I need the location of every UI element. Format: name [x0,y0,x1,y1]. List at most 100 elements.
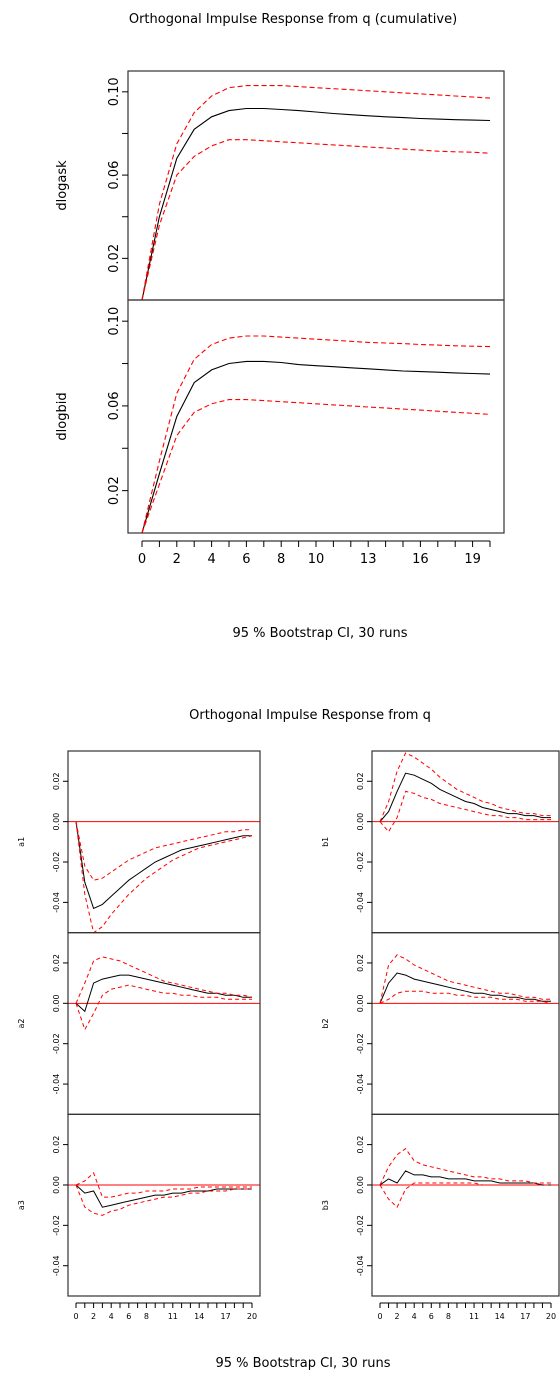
x-tick-label: 6 [126,1312,131,1321]
y-tick-label: 0.02 [356,1136,365,1154]
panel-frame [371,932,560,1115]
series-upper-line [75,1172,252,1198]
y-axis-label: a3 [17,1200,26,1210]
panel-a3: -0.04 -0.02 0.00 0.02 a3 [17,1113,261,1297]
series-irf-line [379,772,551,822]
y-axis-label: b2 [321,1018,330,1028]
y-axis-label: b3 [321,1200,330,1210]
x-tick-label: 14 [194,1312,204,1321]
series-upper-line [141,85,491,301]
series-upper-line [75,821,252,881]
plot-area: 0.02 0.06 0.10 dlogask 0.02 0.06 0.10 dlogbid 0 2… [17,70,560,1321]
y-tick-label: 0.10 [107,307,122,336]
x-tick-label: 19 [464,552,481,567]
panel-frame [127,299,505,534]
series-irf-line [75,1184,252,1208]
y-tick-label: -0.02 [52,1215,61,1236]
x-tick-label: 6 [242,552,250,567]
x-tick-label: 20 [546,1312,556,1321]
y-tick-label: 0.02 [107,244,122,273]
x-tick-label: 17 [520,1312,530,1321]
x-tick-label: 8 [446,1312,451,1321]
series-lower-line [141,399,491,534]
y-axis-label: a2 [17,1019,26,1029]
y-tick-label: -0.04 [356,1255,365,1276]
x-axis: 0 2 4 6 8 11 14 17 20 [377,1302,556,1321]
panel-b1: -0.04 -0.02 0.00 0.02 b1 [321,750,560,934]
y-tick-label: 0.00 [356,994,365,1012]
panel-frame [67,1113,261,1297]
y-tick-label: -0.04 [356,1074,365,1095]
series-irf-line [379,1170,551,1186]
x-tick-label: 2 [173,552,181,567]
x-axis: 0 2 4 6 8 10 13 16 19 [138,540,491,567]
series-irf-line [75,974,252,1013]
panel-frame [371,750,560,934]
x-tick-label: 13 [360,552,377,567]
y-tick-label: -0.02 [52,1033,61,1054]
y-tick-label: 0.00 [52,1176,61,1194]
panel-b2: -0.04 -0.02 0.00 0.02 b2 [321,932,560,1115]
series-lower-line [379,1182,551,1209]
x-tick-label: 17 [221,1312,231,1321]
x-tick-label: 10 [308,552,325,567]
series-lower-line [141,139,491,301]
series-lower-line [75,984,252,1031]
x-tick-label: 11 [469,1312,479,1321]
y-tick-label: 0.00 [356,1176,365,1194]
series-lower-line [75,1184,252,1216]
x-tick-label: 4 [207,552,215,567]
series-irf-line [75,821,252,910]
y-tick-label: 0.02 [356,954,365,972]
series-upper-line [75,956,253,1004]
y-tick-label: 0.00 [356,813,365,831]
panel-dlogbid: 0.02 0.06 0.10 dlogbid [55,299,505,534]
x-tick-label: 0 [73,1312,78,1321]
x-tick-label: 2 [91,1312,96,1321]
panel-a1: -0.04 -0.02 0.00 0.02 a1 [17,750,261,934]
x-tick-label: 20 [247,1312,257,1321]
y-tick-label: 0.06 [107,391,122,420]
series-irf-line [141,107,491,301]
x-tick-label: 6 [429,1312,434,1321]
panel-frame [371,1113,560,1297]
y-axis-label: dlogbid [55,392,70,440]
panel-b3: -0.04 -0.02 0.00 0.02 b3 [321,1113,560,1297]
series-irf-line [141,360,491,534]
x-tick-label: 4 [109,1312,114,1321]
panel-a2: -0.04 -0.02 0.00 0.02 a2 [17,932,261,1115]
y-tick-label: -0.02 [52,852,61,873]
x-tick-label: 11 [168,1312,178,1321]
series-lower-line [75,821,253,934]
panel-dlogask: 0.02 0.06 0.10 dlogask [55,70,505,301]
y-tick-label: 0.06 [107,161,122,190]
x-tick-label: 0 [138,552,146,567]
y-tick-label: -0.02 [356,1033,365,1054]
series-upper-line [379,752,551,822]
x-tick-label: 4 [412,1312,417,1321]
y-tick-label: -0.02 [356,1215,365,1236]
y-axis-label: b1 [321,837,330,847]
series-lower-line [379,990,552,1004]
y-tick-label: 0.10 [107,77,122,106]
y-tick-label: 0.02 [356,772,365,790]
panel-frame [67,750,261,934]
x-tick-label: 8 [144,1312,149,1321]
y-tick-label: -0.04 [52,892,61,913]
x-tick-label: 14 [495,1312,505,1321]
y-axis-label: a1 [17,837,26,847]
y-tick-label: -0.04 [356,892,365,913]
chart2-subtitle: 95 % Bootstrap CI, 30 runs [215,1356,390,1371]
chart1-subtitle: 95 % Bootstrap CI, 30 runs [232,626,407,641]
y-tick-label: 0.02 [52,954,61,972]
x-tick-label: 0 [377,1312,382,1321]
y-tick-label: -0.04 [52,1074,61,1095]
y-tick-label: 0.00 [52,994,61,1012]
series-lower-line [379,790,551,833]
chart1-title: Orthogonal Impulse Response from q (cumu… [129,12,457,27]
chart2-title: Orthogonal Impulse Response from q [189,708,431,723]
y-tick-label: -0.02 [356,852,365,873]
series-upper-line [379,1147,551,1186]
y-tick-label: 0.02 [52,772,61,790]
